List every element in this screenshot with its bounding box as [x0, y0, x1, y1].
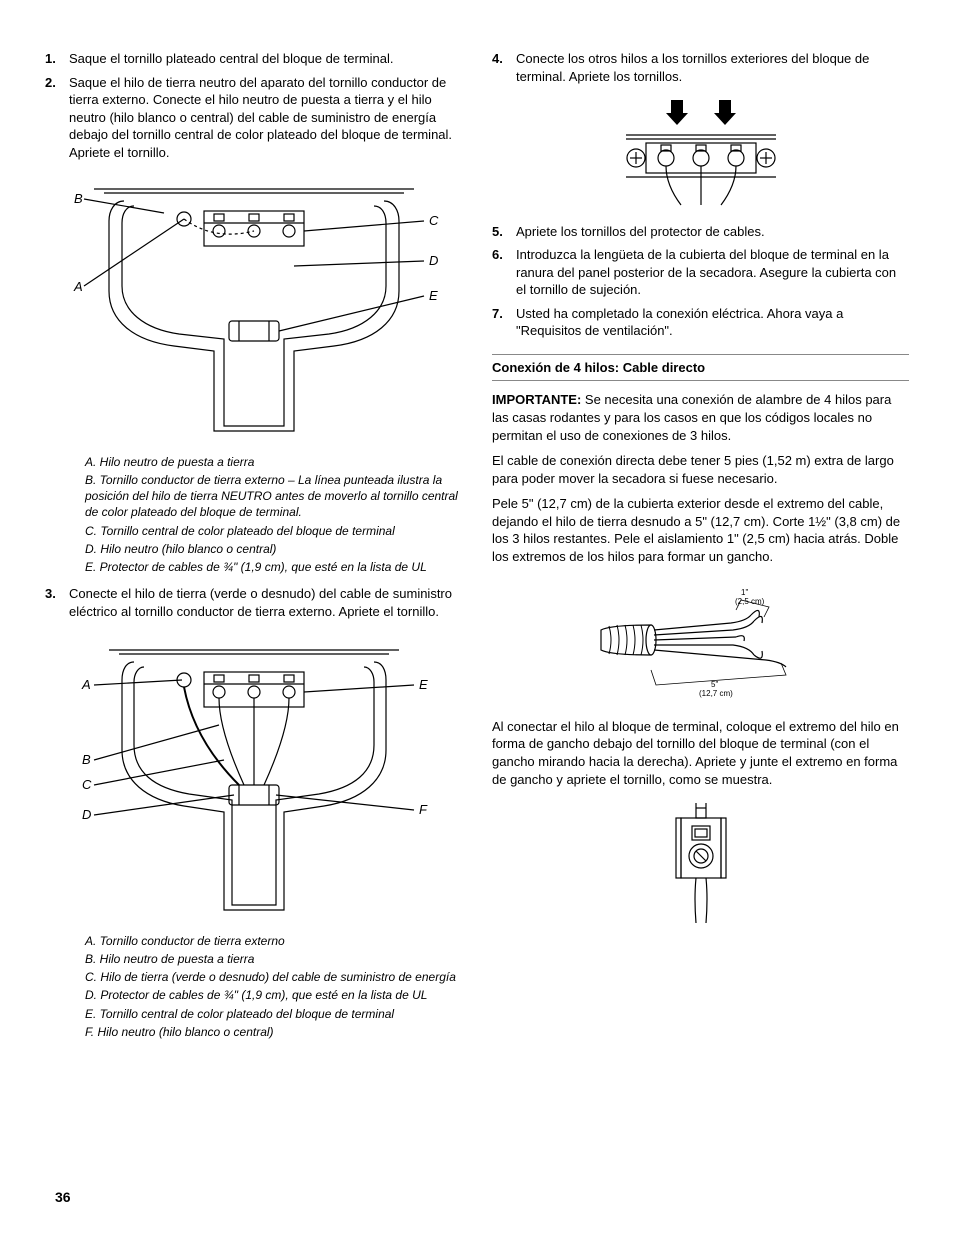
step-5: 5. Apriete los tornillos del protector d… — [492, 223, 909, 241]
step-text: Saque el hilo de tierra neutro del apara… — [69, 74, 462, 162]
figure-terminal-block-2: A B C D E F — [45, 630, 462, 925]
step-number: 2. — [45, 74, 69, 162]
paragraph: Pele 5" (12,7 cm) de la cubierta exterio… — [492, 495, 909, 565]
step-4: 4. Conecte los otros hilos a los tornill… — [492, 50, 909, 85]
terminal-diagram-1-icon: A B C D E — [54, 171, 454, 441]
caption-line: C. Hilo de tierra (verde o desnudo) del … — [85, 969, 462, 985]
label-b: B — [82, 752, 91, 767]
label-c: C — [82, 777, 92, 792]
hook-screw-icon — [666, 798, 736, 928]
paragraph: Al conectar el hilo al bloque de termina… — [492, 718, 909, 788]
step-text: Usted ha completado la conexión eléctric… — [516, 305, 909, 340]
label-d: D — [429, 253, 438, 268]
right-column: 4. Conecte los otros hilos a los tornill… — [492, 50, 909, 1050]
step-text: Introduzca la lengüeta de la cubierta de… — [516, 246, 909, 299]
label-f: F — [419, 802, 428, 817]
terminal-diagram-2-icon: A B C D E F — [54, 630, 454, 920]
dim-top-2: (2,5 cm) — [735, 597, 765, 606]
step-1: 1. Saque el tornillo plateado central de… — [45, 50, 462, 68]
caption-line: A. Tornillo conductor de tierra externo — [85, 933, 462, 949]
step-4-list: 4. Conecte los otros hilos a los tornill… — [492, 50, 909, 85]
steps-5-7: 5. Apriete los tornillos del protector d… — [492, 223, 909, 340]
step-3: 3. Conecte el hilo de tierra (verde o de… — [45, 585, 462, 620]
page-number: 36 — [55, 1188, 71, 1207]
dim-top-1: 1" — [741, 588, 748, 597]
caption-line: E. Tornillo central de color plateado de… — [85, 1006, 462, 1022]
step-7: 7. Usted ha completado la conexión eléct… — [492, 305, 909, 340]
caption-line: B. Tornillo conductor de tierra externo … — [85, 472, 462, 521]
step-number: 7. — [492, 305, 516, 340]
step-number: 5. — [492, 223, 516, 241]
label-c: C — [429, 213, 439, 228]
figure-hook-screw — [492, 798, 909, 933]
section-heading: Conexión de 4 hilos: Cable directo — [492, 354, 909, 382]
important-paragraph: IMPORTANTE: Se necesita una conexión de … — [492, 391, 909, 444]
step-number: 6. — [492, 246, 516, 299]
step-text: Conecte los otros hilos a los tornillos … — [516, 50, 909, 85]
figure-terminal-block-1: A B C D E — [45, 171, 462, 446]
step-text: Conecte el hilo de tierra (verde o desnu… — [69, 585, 462, 620]
label-a: A — [73, 279, 83, 294]
steps-1-2: 1. Saque el tornillo plateado central de… — [45, 50, 462, 161]
caption-line: F. Hilo neutro (hilo blanco o central) — [85, 1024, 462, 1040]
page-columns: 1. Saque el tornillo plateado central de… — [45, 50, 909, 1050]
label-b: B — [74, 191, 83, 206]
label-a: A — [81, 677, 91, 692]
label-e: E — [419, 677, 428, 692]
stripped-wire-icon: 1" (2,5 cm) 5" (12,7 cm) — [591, 575, 811, 705]
step-number: 3. — [45, 585, 69, 620]
caption-line: C. Tornillo central de color plateado de… — [85, 523, 462, 539]
figure-1-caption: A. Hilo neutro de puesta a tierra B. Tor… — [85, 454, 462, 575]
caption-line: E. Protector de cables de ¾" (1,9 cm), q… — [85, 559, 462, 575]
label-d: D — [82, 807, 91, 822]
step-6: 6. Introduzca la lengüeta de la cubierta… — [492, 246, 909, 299]
label-e: E — [429, 288, 438, 303]
left-column: 1. Saque el tornillo plateado central de… — [45, 50, 462, 1050]
step-number: 4. — [492, 50, 516, 85]
step-2: 2. Saque el hilo de tierra neutro del ap… — [45, 74, 462, 162]
figure-2-caption: A. Tornillo conductor de tierra externo … — [85, 933, 462, 1040]
figure-small-terminal — [492, 95, 909, 215]
figure-stripped-wire: 1" (2,5 cm) 5" (12,7 cm) — [492, 575, 909, 710]
important-label: IMPORTANTE: — [492, 392, 581, 407]
dim-bottom-1: 5" — [711, 680, 718, 689]
caption-line: A. Hilo neutro de puesta a tierra — [85, 454, 462, 470]
step-text: Saque el tornillo plateado central del b… — [69, 50, 462, 68]
paragraph: El cable de conexión directa debe tener … — [492, 452, 909, 487]
dim-bottom-2: (12,7 cm) — [699, 689, 733, 698]
small-terminal-icon — [616, 95, 786, 210]
step-number: 1. — [45, 50, 69, 68]
step-3-list: 3. Conecte el hilo de tierra (verde o de… — [45, 585, 462, 620]
caption-line: B. Hilo neutro de puesta a tierra — [85, 951, 462, 967]
step-text: Apriete los tornillos del protector de c… — [516, 223, 909, 241]
caption-line: D. Hilo neutro (hilo blanco o central) — [85, 541, 462, 557]
caption-line: D. Protector de cables de ¾" (1,9 cm), q… — [85, 987, 462, 1003]
